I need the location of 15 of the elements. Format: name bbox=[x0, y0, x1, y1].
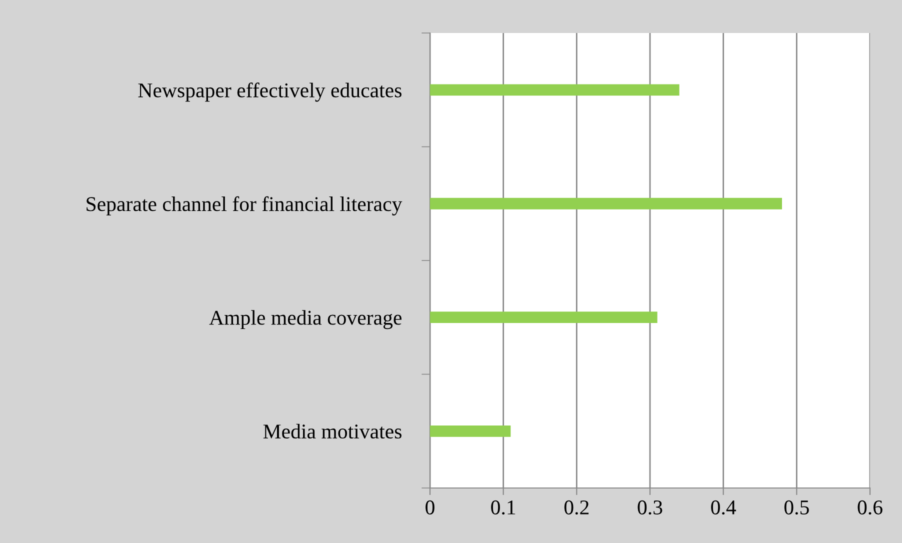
bar bbox=[430, 198, 782, 210]
y-tick-label: Newspaper effectively educates bbox=[138, 82, 402, 102]
bar bbox=[430, 84, 680, 96]
x-tick-label: 0.5 bbox=[784, 500, 809, 515]
x-tick-label: 0.4 bbox=[711, 500, 736, 515]
y-tick-label: Separate channel for financial literacy bbox=[86, 196, 402, 216]
x-tick-label: 0.6 bbox=[858, 500, 882, 515]
y-tick-label: Media motivates bbox=[263, 424, 402, 439]
bar bbox=[430, 425, 511, 437]
x-tick-label: 0.3 bbox=[638, 500, 662, 515]
y-tick-label: Ample media coverage bbox=[209, 310, 402, 330]
x-tick-label: 0.2 bbox=[564, 500, 589, 515]
x-tick-label: 0 bbox=[426, 500, 434, 514]
x-tick-label: 0.1 bbox=[491, 500, 516, 515]
bar bbox=[430, 312, 658, 324]
